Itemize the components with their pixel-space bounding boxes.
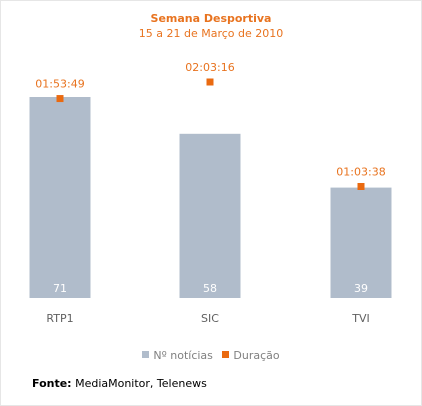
- bar-label-tvi: 39: [354, 282, 368, 295]
- bar-label-sic: 58: [203, 282, 217, 295]
- bar-sic: [179, 133, 241, 298]
- point-duracao-tvi: [357, 182, 365, 190]
- legend-item-duracao[interactable]: Duração: [222, 349, 280, 362]
- point-duracao-sic: [206, 78, 214, 86]
- point-label-sic: 02:03:16: [185, 61, 234, 74]
- legend-swatch-noticias: [142, 351, 150, 358]
- chart-subtitle: 15 a 21 de Março de 2010: [138, 27, 284, 40]
- point-duracao-rtp1: [56, 95, 64, 103]
- chart-title: Semana Desportiva: [150, 12, 272, 25]
- category-label-tvi: TVI: [351, 312, 370, 325]
- legend-label-noticias: Nº notícias: [153, 349, 213, 362]
- legend: Nº notícias Duração: [0, 349, 422, 362]
- point-label-rtp1: 01:53:49: [35, 78, 84, 91]
- bar-tvi: [330, 187, 392, 298]
- point-label-tvi: 01:03:38: [336, 165, 385, 178]
- source-text: MediaMonitor, Telenews: [75, 377, 207, 390]
- legend-label-duracao: Duração: [233, 349, 280, 362]
- source-note: Fonte: MediaMonitor, Telenews: [32, 377, 207, 390]
- category-label-sic: SIC: [201, 312, 219, 325]
- legend-item-noticias[interactable]: Nº notícias: [142, 349, 213, 362]
- category-label-rtp1: RTP1: [46, 312, 73, 325]
- bar-rtp1: [29, 97, 91, 298]
- bar-label-rtp1: 71: [53, 282, 67, 295]
- source-label: Fonte:: [32, 377, 72, 390]
- legend-swatch-duracao: [222, 351, 230, 358]
